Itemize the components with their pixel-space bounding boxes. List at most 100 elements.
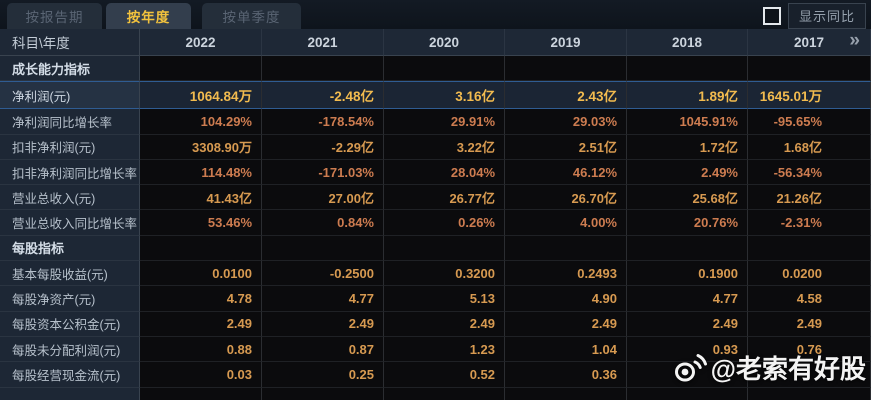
cell-value: 4.78 bbox=[140, 286, 262, 312]
cell-value: 1.72亿 bbox=[627, 134, 748, 160]
cell-value bbox=[748, 235, 871, 262]
cell-value: 0.88 bbox=[140, 336, 262, 363]
row-label: 每股净资产(元) bbox=[0, 286, 140, 312]
cell-value: 3308.90万 bbox=[140, 134, 262, 160]
cell-value bbox=[384, 235, 505, 262]
cell-value bbox=[748, 56, 871, 82]
table-row[interactable]: 营业总收入(元) 41.43亿 27.00亿 26.77亿 26.70亿 25.… bbox=[0, 185, 871, 211]
cell-value bbox=[140, 56, 262, 82]
cell-value: 20.76% bbox=[627, 210, 748, 236]
cell-value bbox=[505, 56, 627, 82]
cell-value: 4.77 bbox=[262, 286, 384, 312]
cell-value: 0.36 bbox=[505, 362, 627, 388]
cell-value: 104.29% bbox=[140, 109, 262, 135]
cell-value: -56.34% bbox=[748, 159, 871, 186]
cell-value: 4.77 bbox=[627, 286, 748, 312]
cell-value: 114.48% bbox=[140, 159, 262, 186]
tab-single-quarter[interactable]: 按单季度 bbox=[202, 3, 301, 29]
table-body: 成长能力指标 净利润(元) 1064.84万 -2.48亿 3.16亿 2.43… bbox=[0, 56, 871, 388]
table-row[interactable]: 基本每股收益(元) 0.0100 -0.2500 0.3200 0.2493 0… bbox=[0, 261, 871, 287]
period-tab-bar: 按报告期 按年度 按单季度 显示同比 bbox=[0, 0, 871, 29]
table-row[interactable]: 成长能力指标 bbox=[0, 56, 871, 82]
year-header-2022: 2022 bbox=[140, 29, 262, 56]
row-label: 净利润(元) bbox=[0, 81, 140, 110]
row-label: 成长能力指标 bbox=[0, 56, 140, 82]
table-row[interactable]: 扣非净利润同比增长率 114.48% -171.03% 28.04% 46.12… bbox=[0, 159, 871, 186]
cell-value bbox=[627, 235, 748, 262]
cell-value bbox=[262, 235, 384, 262]
cell-value: -0.2500 bbox=[262, 261, 384, 287]
row-label: 净利润同比增长率 bbox=[0, 109, 140, 135]
cell-value: 0.84% bbox=[262, 210, 384, 236]
tab-annual-label: 按年度 bbox=[126, 10, 171, 25]
cell-value: 46.12% bbox=[505, 159, 627, 186]
corner-header: 科目\年度 bbox=[0, 29, 140, 56]
cell-value: 0.25 bbox=[262, 362, 384, 388]
cell-value: 0.26% bbox=[384, 210, 505, 236]
tab-single-quarter-label: 按单季度 bbox=[222, 10, 281, 25]
cell-value: 2.49 bbox=[384, 311, 505, 337]
cell-value: 0.76 bbox=[748, 336, 871, 363]
table-row[interactable]: 每股指标 bbox=[0, 235, 871, 262]
cell-value: 25.68亿 bbox=[627, 185, 748, 211]
cell-value: 1064.84万 bbox=[140, 81, 262, 110]
cell-value: 27.00亿 bbox=[262, 185, 384, 211]
row-label: 扣非净利润(元) bbox=[0, 134, 140, 160]
more-years-icon[interactable]: » bbox=[849, 30, 859, 52]
table-row[interactable]: 净利润同比增长率 104.29% -178.54% 29.91% 29.03% … bbox=[0, 109, 871, 135]
cell-value: 28.04% bbox=[384, 159, 505, 186]
table-row-partial bbox=[0, 387, 871, 400]
cell-value bbox=[627, 362, 748, 388]
cell-value: 1.89亿 bbox=[627, 81, 748, 110]
show-yoy-label[interactable]: 显示同比 bbox=[787, 3, 866, 29]
year-header-2018: 2018 bbox=[627, 29, 748, 56]
cell-value: -95.65% bbox=[748, 109, 871, 135]
row-label: 营业总收入(元) bbox=[0, 185, 140, 211]
cell-value: 2.43亿 bbox=[505, 81, 627, 110]
cell-value: 26.70亿 bbox=[505, 185, 627, 211]
cell-value bbox=[262, 56, 384, 82]
table-row[interactable]: 每股净资产(元) 4.78 4.77 5.13 4.90 4.77 4.58 bbox=[0, 286, 871, 312]
row-label: 基本每股收益(元) bbox=[0, 261, 140, 287]
cell-value bbox=[505, 235, 627, 262]
tab-report-period[interactable]: 按报告期 bbox=[7, 3, 102, 29]
cell-value bbox=[140, 235, 262, 262]
year-header-2020: 2020 bbox=[384, 29, 505, 56]
cell-value: 2.49 bbox=[748, 311, 871, 337]
cell-value bbox=[627, 56, 748, 82]
cell-value: 0.0100 bbox=[140, 261, 262, 287]
row-label: 扣非净利润同比增长率 bbox=[0, 159, 140, 186]
cell-value: 4.90 bbox=[505, 286, 627, 312]
cell-value: 41.43亿 bbox=[140, 185, 262, 211]
table-row[interactable]: 营业总收入同比增长率 53.46% 0.84% 0.26% 4.00% 20.7… bbox=[0, 210, 871, 236]
show-yoy-checkbox[interactable] bbox=[762, 7, 781, 25]
row-label: 每股未分配利润(元) bbox=[0, 336, 140, 363]
cell-value: 1045.91% bbox=[627, 109, 748, 135]
cell-value: 29.03% bbox=[505, 109, 627, 135]
cell-value: 2.49 bbox=[627, 311, 748, 337]
cell-value: 0.93 bbox=[627, 336, 748, 363]
cell-value: 0.87 bbox=[262, 336, 384, 363]
cell-value bbox=[748, 362, 871, 388]
cell-value: 0.2493 bbox=[505, 261, 627, 287]
table-row[interactable]: 扣非净利润(元) 3308.90万 -2.29亿 3.22亿 2.51亿 1.7… bbox=[0, 134, 871, 160]
cell-value: -178.54% bbox=[262, 109, 384, 135]
table-row[interactable]: 净利润(元) 1064.84万 -2.48亿 3.16亿 2.43亿 1.89亿… bbox=[0, 81, 871, 110]
cell-value: 53.46% bbox=[140, 210, 262, 236]
cell-value: 4.58 bbox=[748, 286, 871, 312]
table-row[interactable]: 每股经营现金流(元) 0.03 0.25 0.52 0.36 bbox=[0, 362, 871, 388]
cell-value: -2.31% bbox=[748, 210, 871, 236]
cell-value: 1.23 bbox=[384, 336, 505, 363]
cell-value: 1645.01万 bbox=[748, 81, 871, 110]
table-row[interactable]: 每股资本公积金(元) 2.49 2.49 2.49 2.49 2.49 2.49 bbox=[0, 311, 871, 337]
cell-value: 2.49 bbox=[505, 311, 627, 337]
cell-value: -171.03% bbox=[262, 159, 384, 186]
row-label: 营业总收入同比增长率 bbox=[0, 210, 140, 236]
tab-annual[interactable]: 按年度 bbox=[106, 3, 191, 29]
table-row[interactable]: 每股未分配利润(元) 0.88 0.87 1.23 1.04 0.93 0.76 bbox=[0, 336, 871, 363]
cell-value: 2.51亿 bbox=[505, 134, 627, 160]
cell-value: 5.13 bbox=[384, 286, 505, 312]
cell-value: 21.26亿 bbox=[748, 185, 871, 211]
tab-report-period-label: 按报告期 bbox=[25, 10, 84, 25]
